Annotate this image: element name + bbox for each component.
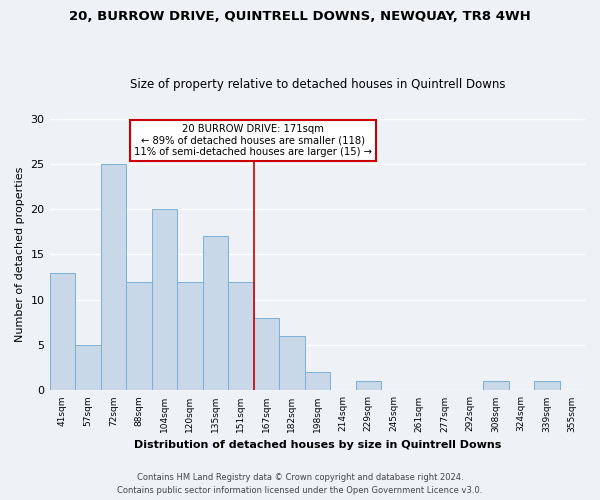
Bar <box>254 318 279 390</box>
Y-axis label: Number of detached properties: Number of detached properties <box>15 167 25 342</box>
Bar <box>101 164 126 390</box>
X-axis label: Distribution of detached houses by size in Quintrell Downs: Distribution of detached houses by size … <box>134 440 501 450</box>
Bar <box>126 282 152 391</box>
Bar <box>177 282 203 391</box>
Bar <box>279 336 305 390</box>
Bar <box>483 382 509 390</box>
Bar <box>50 272 75 390</box>
Text: 20, BURROW DRIVE, QUINTRELL DOWNS, NEWQUAY, TR8 4WH: 20, BURROW DRIVE, QUINTRELL DOWNS, NEWQU… <box>69 10 531 23</box>
Text: 20 BURROW DRIVE: 171sqm
← 89% of detached houses are smaller (118)
11% of semi-d: 20 BURROW DRIVE: 171sqm ← 89% of detache… <box>134 124 372 157</box>
Bar <box>356 382 381 390</box>
Text: Contains HM Land Registry data © Crown copyright and database right 2024.
Contai: Contains HM Land Registry data © Crown c… <box>118 474 482 495</box>
Bar <box>152 209 177 390</box>
Bar <box>305 372 330 390</box>
Bar <box>203 236 228 390</box>
Bar <box>534 382 560 390</box>
Title: Size of property relative to detached houses in Quintrell Downs: Size of property relative to detached ho… <box>130 78 505 91</box>
Bar <box>75 345 101 391</box>
Bar <box>228 282 254 391</box>
